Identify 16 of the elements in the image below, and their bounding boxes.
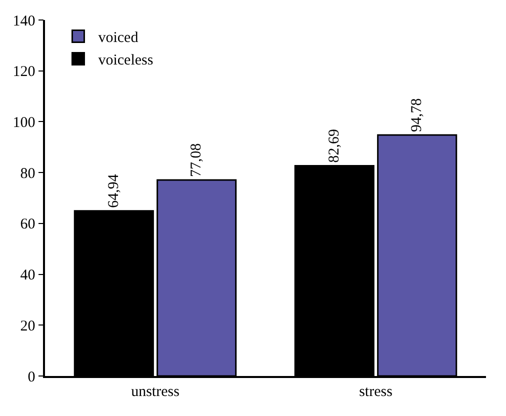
y-tick-label: 40 <box>20 268 36 284</box>
x-tick-label: unstress <box>131 384 180 400</box>
y-tick-label: 140 <box>12 13 36 30</box>
x-tick-label: stress <box>359 384 393 400</box>
y-tick-label: 60 <box>20 216 36 233</box>
y-tick-label: 0 <box>28 369 36 386</box>
y-tick-label: 120 <box>12 64 36 80</box>
y-tick-label: 80 <box>20 166 36 182</box>
legend-label: voiced <box>98 30 139 46</box>
data-label: 77,08 <box>188 143 205 177</box>
data-label: 82,69 <box>326 128 342 163</box>
y-tick-label: 100 <box>12 114 36 131</box>
data-label: 64,94 <box>106 174 122 208</box>
legend-label: voiceless <box>98 52 154 69</box>
data-label: 94,78 <box>409 98 426 132</box>
y-tick-label: 20 <box>20 318 36 334</box>
